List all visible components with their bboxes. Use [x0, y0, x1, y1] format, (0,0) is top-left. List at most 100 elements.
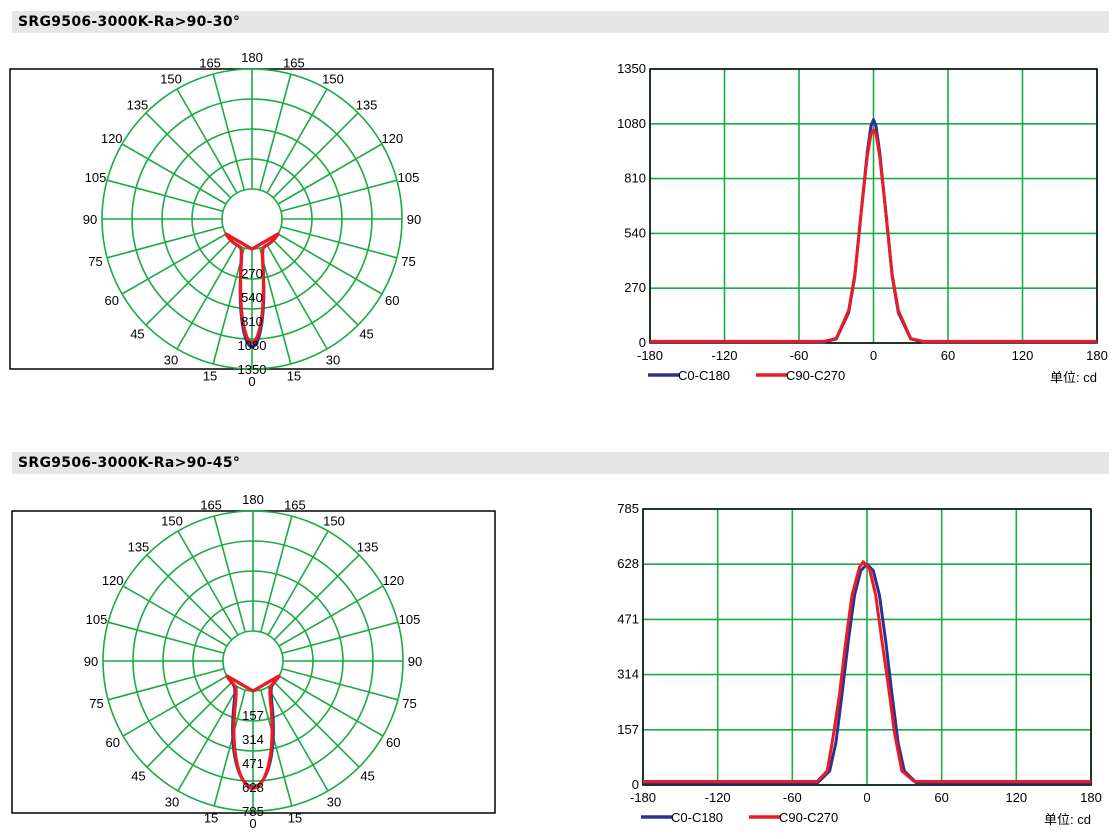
polar-angle-label: 75 [88, 254, 102, 269]
x-tick-label: -180 [630, 790, 656, 805]
polar-angle-label: 60 [105, 735, 119, 750]
polar-angle-label: 0 [249, 816, 256, 831]
y-tick-label: 157 [617, 722, 639, 737]
polar-grid-spoke [266, 244, 328, 350]
polar-angle-label: 165 [284, 498, 306, 513]
legend-label: C90-C270 [786, 368, 845, 383]
polar-angle-label: 75 [401, 254, 415, 269]
line-frame [649, 68, 1098, 344]
polar-angle-label: 150 [160, 72, 182, 87]
polar-angle-label: 60 [386, 735, 400, 750]
polar-grid-spoke [107, 621, 225, 655]
y-tick-label: 1080 [617, 116, 646, 131]
section-header: SRG9506-3000K-Ra>90-30° [12, 11, 1109, 33]
polar-grid-spoke [146, 554, 233, 641]
x-tick-label: 120 [1012, 348, 1034, 363]
polar-radial-label: 540 [241, 290, 263, 305]
polar-grid-spoke [177, 530, 239, 636]
polar-grid-spoke [266, 88, 328, 194]
polar-grid-spoke [212, 247, 246, 365]
unit-label: 单位: cd [1044, 812, 1091, 827]
polar-grid-spoke [272, 239, 359, 326]
polar-series-c90-c270 [225, 674, 281, 790]
polar-angle-label: 30 [327, 794, 341, 809]
polar-angle-label: 15 [203, 368, 217, 383]
polar-grid-spoke [278, 675, 384, 737]
x-tick-label: -120 [711, 348, 737, 363]
polar-grid-spoke [146, 681, 233, 768]
x-tick-label: 60 [934, 790, 948, 805]
polar-grid-spoke [213, 689, 247, 807]
polar-angle-label: 90 [407, 212, 421, 227]
line-chart [648, 68, 1098, 377]
polar-grid-spoke [281, 621, 399, 655]
polar-angle-label: 120 [102, 573, 124, 588]
polar-angle-label: 165 [200, 498, 222, 513]
polar-angle-label: 120 [101, 131, 123, 146]
polar-radial-label: 785 [242, 804, 264, 819]
polar-radial-label: 1080 [238, 338, 267, 353]
polar-angle-label: 135 [356, 97, 378, 112]
unit-label: 单位: cd [1050, 370, 1097, 385]
polar-grid-spoke [259, 689, 293, 807]
polar-grid-spoke [121, 143, 227, 205]
section-title: SRG9506-3000K-Ra>90-30° [18, 14, 241, 30]
polar-angle-label: 30 [326, 352, 340, 367]
polar-grid-spoke [281, 667, 399, 701]
polar-grid-spoke [107, 667, 225, 701]
polar-angle-label: 30 [165, 794, 179, 809]
polar-angle-label: 120 [382, 573, 404, 588]
polar-angle-label: 105 [398, 170, 420, 185]
polar-angle-label: 60 [104, 293, 118, 308]
polar-angle-label: 45 [360, 769, 374, 784]
y-tick-label: 270 [624, 280, 646, 295]
x-tick-label: 60 [941, 348, 955, 363]
polar-grid-spoke [272, 112, 359, 199]
polar-chart [11, 510, 496, 814]
polar-angle-label: 75 [402, 696, 416, 711]
polar-grid-spoke [267, 686, 329, 792]
y-tick-label: 314 [617, 667, 639, 682]
polar-angle-label: 150 [323, 514, 345, 529]
polar-grid-spoke [258, 247, 292, 365]
polar-angle-label: 90 [408, 654, 422, 669]
polar-grid-spoke [122, 585, 228, 647]
polar-grid-spoke [259, 515, 293, 633]
polar-angle-label: 105 [399, 612, 421, 627]
polar-grid-spoke [122, 675, 228, 737]
polar-grid-spoke [106, 179, 224, 213]
polar-grid-spoke [213, 515, 247, 633]
polar-angle-label: 45 [131, 769, 145, 784]
line-chart [641, 508, 1092, 819]
legend-label: C0-C180 [678, 368, 730, 383]
polar-angle-label: 75 [89, 696, 103, 711]
polar-series-c90-c270 [224, 232, 280, 344]
polar-angle-label: 150 [322, 72, 344, 87]
polar-angle-label: 105 [86, 612, 108, 627]
polar-radial-label: 471 [242, 756, 264, 771]
polar-radial-label: 810 [241, 314, 263, 329]
y-tick-label: 0 [632, 777, 639, 792]
polar-angle-label: 180 [241, 50, 263, 65]
polar-radial-label: 1350 [238, 362, 267, 377]
x-tick-label: 0 [863, 790, 870, 805]
polar-angle-label: 0 [248, 374, 255, 389]
polar-grid-spoke [273, 554, 360, 641]
polar-grid-spoke [145, 112, 232, 199]
polar-angle-label: 30 [164, 352, 178, 367]
polar-grid-spoke [145, 239, 232, 326]
polar-grid-spoke [280, 225, 398, 259]
polar-grid-spoke [278, 585, 384, 647]
polar-grid-spoke [176, 244, 238, 350]
polar-radial-label: 628 [242, 780, 264, 795]
y-tick-label: 0 [639, 335, 646, 350]
polar-angle-label: 105 [85, 170, 107, 185]
x-tick-label: 0 [870, 348, 877, 363]
polar-grid-spoke [106, 225, 224, 259]
x-tick-label: 120 [1005, 790, 1027, 805]
polar-grid-spoke [177, 686, 239, 792]
legend-label: C0-C180 [671, 810, 723, 825]
polar-grid-spoke [280, 179, 398, 213]
polar-grid-spoke [273, 681, 360, 768]
